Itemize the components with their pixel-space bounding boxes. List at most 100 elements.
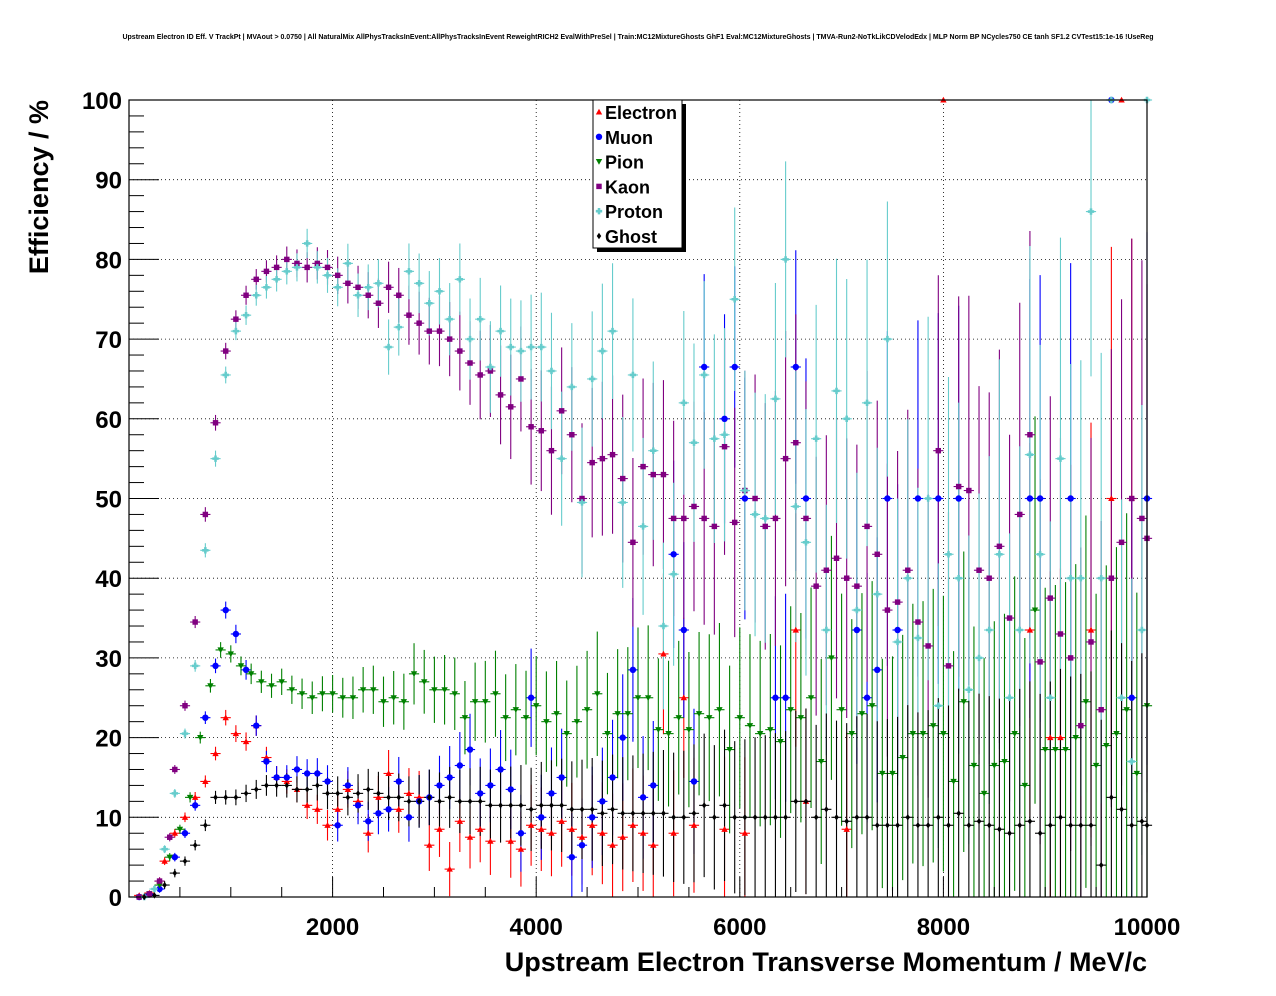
ghost-point <box>559 802 564 809</box>
proton-point <box>721 431 728 438</box>
pion-point <box>309 695 316 701</box>
proton-point <box>690 439 698 446</box>
electron-point <box>191 794 199 800</box>
muon-point <box>609 774 616 781</box>
ghost-point <box>620 810 625 817</box>
proton-point <box>731 296 738 303</box>
pion-point <box>258 679 265 686</box>
ghost-point <box>304 786 310 793</box>
electron-point <box>456 818 464 824</box>
proton-point <box>395 323 402 331</box>
tick-labels: 2000 4000 6000 8000 10000 0 10 20 30 40 50 60 70 80 90… <box>82 88 1180 941</box>
proton-point <box>456 276 464 283</box>
kaon-point <box>528 424 534 430</box>
muon-point <box>1026 495 1034 502</box>
pion-point <box>940 731 947 737</box>
muon-point <box>156 885 163 893</box>
kaon-point <box>416 320 422 326</box>
muon-point <box>344 782 352 789</box>
electron-point <box>415 794 423 800</box>
proton-point <box>558 455 565 462</box>
y-tick-label: 90 <box>95 168 122 195</box>
pion-point <box>1042 746 1049 753</box>
pion-point <box>471 699 479 705</box>
y-tick-label: 30 <box>95 646 122 673</box>
pion-point <box>889 770 896 777</box>
muon-point <box>558 774 565 781</box>
proton-point <box>303 240 311 247</box>
kaon-point <box>304 264 310 271</box>
ghost-point <box>1007 830 1012 837</box>
proton-point <box>151 885 158 893</box>
pion-point <box>380 699 387 705</box>
ghost-point <box>406 798 412 805</box>
kaon-point <box>324 264 331 271</box>
muon-point <box>527 694 535 701</box>
pion-point <box>960 699 967 705</box>
ghost-point <box>895 822 900 829</box>
pion-point <box>879 770 886 777</box>
kaon-point <box>1118 539 1125 546</box>
pion-point <box>726 746 733 753</box>
electron-point <box>385 770 392 777</box>
proton-point <box>1057 455 1064 462</box>
kaon-point <box>1047 595 1054 601</box>
proton-point <box>232 327 240 335</box>
x-tick-label: 8000 <box>917 914 970 941</box>
electron-point <box>1047 734 1054 741</box>
electron-point <box>609 841 616 848</box>
proton-point <box>507 343 514 351</box>
proton-point <box>1087 208 1095 215</box>
electron-point <box>324 822 331 828</box>
kaon-point <box>518 376 524 382</box>
kaon-point <box>1037 659 1043 665</box>
kaon-point <box>762 523 768 530</box>
legend-entry-muon: Muon <box>605 128 653 148</box>
ghost-point <box>518 802 524 809</box>
pion-point <box>573 719 581 725</box>
proton-point <box>517 347 525 355</box>
ghost-point <box>997 826 1002 833</box>
muon-point <box>884 495 891 502</box>
proton-point <box>344 260 352 267</box>
proton-point <box>588 375 596 383</box>
kaon-point <box>487 368 494 374</box>
proton-point <box>436 288 443 295</box>
kaon-point <box>864 523 870 530</box>
muon-point <box>191 802 199 809</box>
electron-point <box>314 806 321 812</box>
pion-point <box>1113 731 1120 737</box>
proton-point <box>202 547 209 554</box>
proton-point <box>986 626 993 634</box>
kaon-point <box>172 766 178 773</box>
muon-point <box>497 766 504 773</box>
pion-point <box>339 695 346 701</box>
kaon-point <box>670 515 677 522</box>
proton-point <box>619 499 626 506</box>
kaon-point <box>569 432 575 438</box>
pion-point <box>237 663 245 670</box>
ghost-point <box>437 798 442 805</box>
pion-point <box>1052 746 1059 753</box>
pion-point <box>818 758 825 765</box>
kaon-point <box>345 280 351 287</box>
proton-point <box>741 487 749 494</box>
muon-legend-marker <box>595 133 603 140</box>
proton-point <box>212 455 219 462</box>
x-tick-label: 2000 <box>306 914 359 941</box>
ghost-point <box>416 798 422 805</box>
muon-point <box>700 363 708 371</box>
pion-point <box>665 731 672 737</box>
electron-point <box>202 778 209 784</box>
ghost-point <box>386 794 391 801</box>
muon-point <box>548 790 555 797</box>
proton-point <box>1097 575 1105 582</box>
proton-point <box>599 347 606 355</box>
pion-point <box>919 731 927 737</box>
muon-point <box>242 666 250 674</box>
electron-point <box>283 778 290 784</box>
proton-point <box>538 343 545 351</box>
muon-point <box>405 814 413 821</box>
pion-point <box>991 762 998 769</box>
proton-point <box>161 845 168 853</box>
